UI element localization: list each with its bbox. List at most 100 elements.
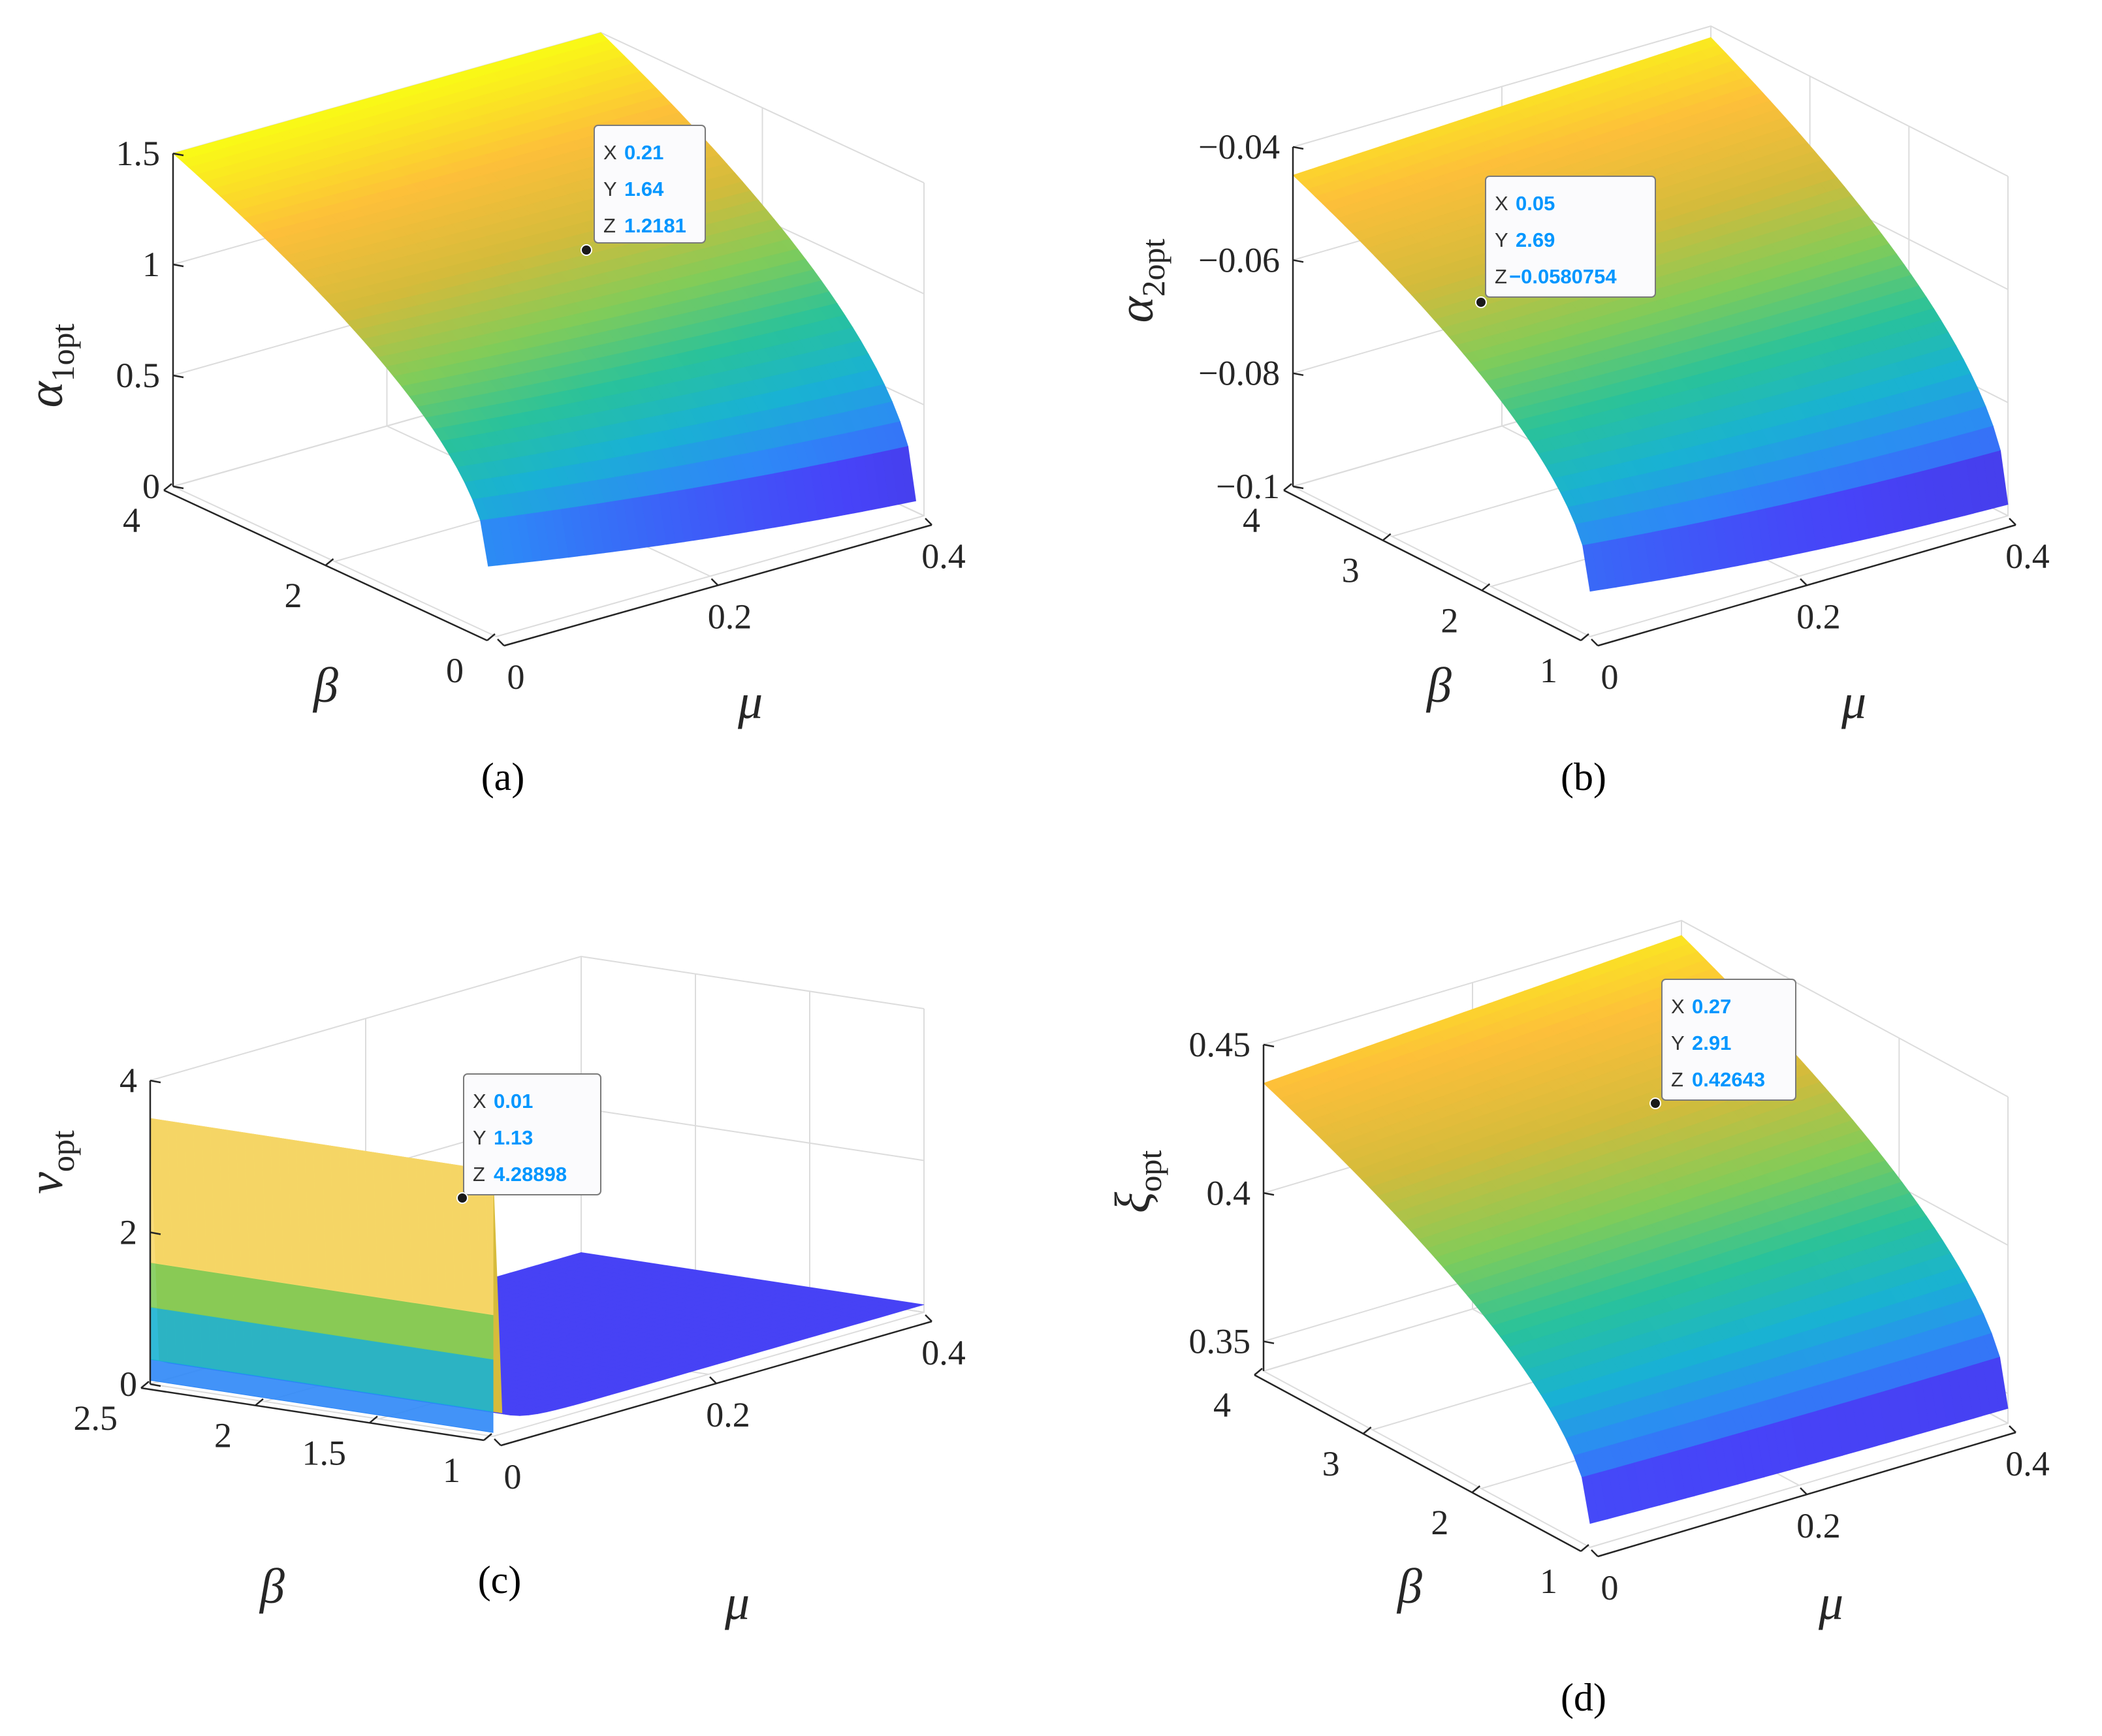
z-tick-label: 0.4	[1207, 1173, 1251, 1212]
y-tick-label: 4	[1213, 1385, 1231, 1425]
z-tick-label: 1	[142, 245, 160, 284]
x-tick-label: 0.2	[708, 597, 752, 637]
z-tick-label: 0.35	[1189, 1322, 1251, 1361]
datatip-key: X	[1671, 995, 1685, 1018]
datatip-value: 2.91	[1692, 1032, 1731, 1054]
x-axis-label: μ	[1818, 1575, 1843, 1630]
datatip-key: X	[603, 141, 617, 164]
x-tick-label: 0.2	[1796, 1506, 1841, 1545]
x-tick-label: 0.2	[1796, 597, 1841, 637]
datatip-key: Y	[1671, 1032, 1685, 1054]
y-tick-label: 1.5	[302, 1433, 347, 1472]
y-tick-label: 4	[123, 501, 140, 540]
axes-b: 0 0.2 0.4 1 2 3 4−0.1 −0.08 −0.06 −0.04 μ β α2opt	[1109, 127, 2050, 729]
y-tick-label: 2.5	[74, 1398, 118, 1438]
datatip-key: X	[1495, 192, 1508, 215]
x-axis-label: μ	[1841, 674, 1866, 729]
surface-c	[150, 1118, 925, 1433]
datatip-key: Z	[603, 214, 616, 237]
surface-d	[1263, 935, 2009, 1524]
datatip-value: 1.2181	[624, 214, 686, 237]
z-tick-label: 0.5	[116, 356, 161, 395]
datatip-value: 0.42643	[1692, 1068, 1765, 1091]
panel-caption: (c)	[478, 1558, 522, 1602]
y-tick-label: 0	[446, 651, 464, 690]
x-tick-label: 0.4	[2005, 537, 2050, 576]
datatip-key: X	[473, 1090, 486, 1113]
x-tick-label: 0.4	[2005, 1444, 2050, 1483]
datatip-value: 2.69	[1516, 229, 1555, 251]
svg-text:α2opt: α2opt	[1109, 239, 1171, 323]
datatip-key: Z	[1671, 1068, 1683, 1091]
datatip-value: 4.28898	[494, 1163, 567, 1186]
datatip-a[interactable]: X 0.21 Y 1.64 Z 1.2181	[581, 125, 706, 256]
y-axis-label: β	[1396, 1559, 1422, 1614]
panel-caption: (d)	[1561, 1676, 1606, 1719]
z-axis-label: α1opt	[18, 324, 81, 408]
datatip-c[interactable]: X 0.01 Y 1.13 Z 4.28898	[456, 1073, 601, 1204]
z-axis-label: ξopt	[1106, 1150, 1168, 1214]
y-axis-label: β	[312, 658, 338, 713]
y-tick-label: 3	[1322, 1444, 1340, 1483]
panel-caption: (a)	[481, 755, 525, 798]
datatip-b[interactable]: X 0.05 Y 2.69 Z −0.0580754	[1475, 176, 1656, 308]
y-tick-label: 2	[1441, 601, 1458, 640]
z-axis-label: α2opt	[1109, 239, 1171, 323]
y-tick-label: 2	[1431, 1503, 1448, 1542]
axes-d: 0 0.2 0.4 1 2 3 4 0.35 0.4 0.45 μ β ξopt	[1106, 1025, 2050, 1630]
x-tick-label: 0.4	[921, 1333, 966, 1372]
panel-d: 0 0.2 0.4 1 2 3 4 0.35 0.4 0.45 μ β ξopt (d) X 0.27 Y 2.9…	[1106, 919, 2050, 1719]
datatip-key: Z	[1495, 265, 1507, 288]
svg-text:α1opt: α1opt	[18, 324, 81, 408]
datatip-marker[interactable]	[1475, 296, 1487, 308]
datatip-value: 0.01	[494, 1090, 533, 1113]
datatip-key: Y	[603, 178, 617, 200]
z-tick-label: 0	[142, 467, 160, 506]
y-tick-label: 2	[285, 576, 302, 615]
z-axis-label: νopt	[18, 1130, 81, 1194]
x-tick-label: 0.2	[706, 1395, 750, 1434]
x-axis-label: μ	[724, 1575, 750, 1630]
y-tick-label: 1	[1540, 651, 1557, 690]
x-tick-label: 0	[1601, 1568, 1619, 1607]
z-tick-label: 0.45	[1189, 1025, 1251, 1064]
z-tick-label: 4	[119, 1061, 137, 1100]
datatip-value: 0.05	[1516, 192, 1555, 215]
panel-b: 0 0.2 0.4 1 2 3 4−0.1 −0.08 −0.06 −0.04 μ β α2opt (b)…	[1109, 25, 2050, 798]
z-tick-label: −0.08	[1198, 354, 1280, 393]
y-tick-label: 1	[1540, 1562, 1557, 1601]
datatip-value: 1.64	[624, 178, 664, 200]
x-tick-label: 0	[1601, 657, 1619, 697]
z-tick-label: 0	[119, 1365, 137, 1404]
x-tick-label: 0	[507, 657, 525, 697]
datatip-marker[interactable]	[581, 244, 592, 256]
surface-a	[172, 32, 917, 567]
datatip-value: 0.21	[624, 141, 663, 164]
y-axis-label: β	[259, 1559, 285, 1614]
y-tick-label: 3	[1342, 551, 1360, 590]
datatip-marker[interactable]	[456, 1192, 468, 1204]
datatip-value: 1.13	[494, 1126, 533, 1149]
datatip-key: Y	[473, 1126, 486, 1149]
surface-b	[1292, 37, 2009, 592]
z-tick-label: 2	[119, 1213, 137, 1252]
panel-caption: (b)	[1561, 755, 1606, 798]
datatip-marker[interactable]	[1649, 1097, 1661, 1109]
surface-wall-c	[150, 1118, 494, 1433]
x-axis-label: μ	[737, 674, 763, 729]
y-tick-label: 2	[214, 1416, 232, 1455]
z-tick-label: 1.5	[116, 134, 161, 173]
y-axis-label: β	[1425, 658, 1452, 713]
datatip-value: 0.27	[1692, 995, 1731, 1018]
z-tick-label: −0.06	[1198, 240, 1280, 279]
datatip-d[interactable]: X 0.27 Y 2.91 Z 0.42643	[1649, 979, 1796, 1109]
z-tick-label: −0.1	[1216, 467, 1280, 506]
datatip-key: Y	[1495, 229, 1508, 251]
y-tick-label: 4	[1243, 501, 1260, 540]
z-tick-label: −0.04	[1198, 127, 1280, 166]
x-tick-label: 0	[504, 1457, 522, 1496]
x-tick-label: 0.4	[921, 537, 966, 576]
datatip-key: Z	[473, 1163, 485, 1186]
